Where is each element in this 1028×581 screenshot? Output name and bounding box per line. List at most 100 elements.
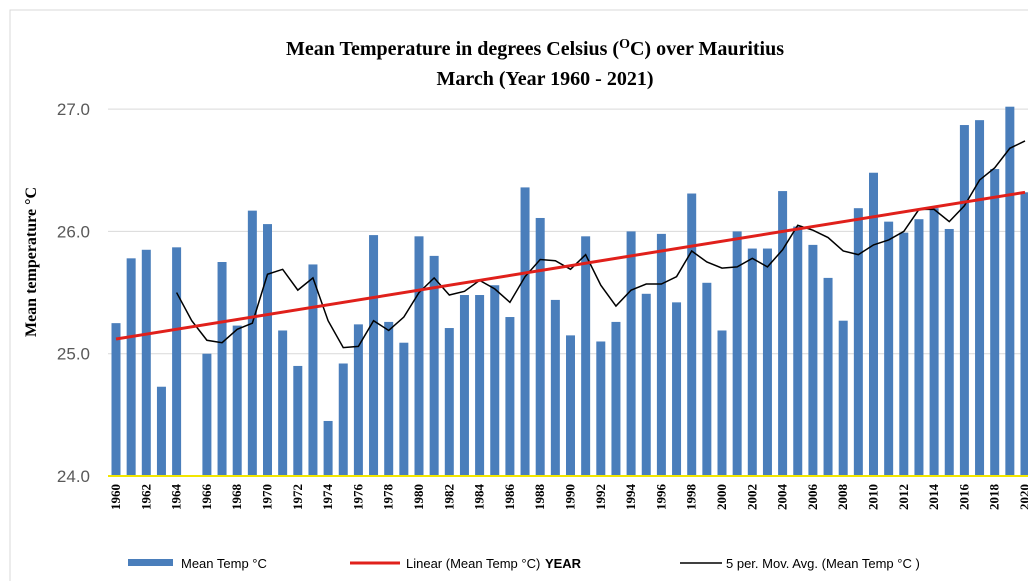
bar	[353, 324, 363, 476]
bar	[990, 169, 1000, 476]
bar	[869, 172, 878, 476]
legend-label: 5 per. Mov. Avg. (Mean Temp °C )	[726, 556, 920, 571]
bar	[308, 264, 318, 476]
y-tick-label: 26.0	[57, 222, 90, 241]
bar	[278, 330, 288, 476]
x-tick-label: 1982	[441, 484, 456, 510]
x-tick-label: 1986	[502, 484, 517, 511]
x-tick-label: 2002	[744, 484, 759, 510]
bar	[172, 247, 182, 476]
bar	[323, 420, 333, 476]
bar	[944, 228, 954, 476]
bar	[369, 235, 379, 476]
bar	[929, 208, 939, 477]
bar	[126, 258, 136, 476]
bar	[414, 236, 424, 476]
x-tick-label: 1962	[138, 484, 153, 510]
x-tick-label: 2004	[775, 484, 790, 511]
bar	[823, 277, 833, 476]
bar	[778, 191, 788, 476]
x-tick-label: 2006	[805, 484, 820, 511]
x-tick-label: 1978	[381, 484, 396, 511]
y-tick-label: 27.0	[57, 100, 90, 119]
bar	[156, 386, 166, 476]
x-tick-label: 2016	[956, 484, 971, 511]
x-tick-label: 1996	[653, 484, 668, 511]
x-tick-label: 1994	[623, 484, 638, 511]
x-tick-label: 1988	[532, 484, 547, 511]
bar	[520, 187, 530, 477]
bar	[459, 295, 469, 476]
y-tick-label: 25.0	[57, 345, 90, 364]
chart-title: Mean Temperature in degrees Celsius (OC)…	[286, 37, 784, 60]
bar	[672, 302, 682, 476]
bar	[641, 293, 651, 476]
bar	[853, 208, 863, 477]
x-tick-label: 1990	[563, 484, 578, 510]
bar	[596, 341, 606, 476]
bar	[384, 321, 394, 476]
legend-label: Linear (Mean Temp °C)	[406, 556, 540, 571]
bar	[884, 221, 894, 476]
x-tick-label: 1972	[290, 484, 305, 510]
bar	[429, 255, 439, 476]
bar	[505, 317, 515, 476]
bar	[762, 248, 772, 476]
x-tick-label: 1976	[350, 484, 365, 511]
x-tick-label: 2014	[926, 484, 941, 511]
bar	[732, 231, 742, 476]
bar	[490, 285, 500, 476]
bar	[808, 244, 818, 476]
bar	[293, 365, 303, 476]
bar	[550, 299, 560, 476]
bar	[247, 210, 257, 476]
x-tick-label: 1984	[472, 484, 487, 511]
x-tick-label: 2018	[987, 483, 1002, 510]
y-tick-label: 24.0	[57, 467, 90, 486]
bar	[581, 236, 591, 476]
title-sup: O	[619, 37, 630, 52]
bar	[626, 231, 636, 476]
bar	[899, 232, 909, 476]
bar	[1020, 192, 1028, 476]
x-tick-label: 2012	[896, 484, 911, 510]
bar	[217, 262, 227, 476]
bar	[975, 120, 985, 477]
legend-label: Mean Temp °C	[181, 556, 267, 571]
bar	[111, 323, 121, 476]
x-tick-label: 1964	[169, 484, 184, 511]
bar	[141, 249, 151, 476]
bar	[202, 353, 212, 476]
title-part: Mean Temperature in degrees Celsius (	[286, 38, 619, 60]
x-tick-label: 1968	[229, 484, 244, 511]
x-axis-label: YEAR	[545, 556, 582, 571]
bar	[232, 325, 242, 476]
bar	[566, 335, 575, 476]
bar	[838, 320, 848, 476]
x-tick-label: 1974	[320, 484, 335, 511]
x-tick-label: 1980	[411, 484, 426, 510]
bar	[263, 224, 272, 476]
bar	[687, 193, 697, 476]
x-tick-label: 1960	[108, 484, 123, 510]
bar	[611, 321, 621, 476]
bar	[399, 342, 409, 476]
title-part: C) over Mauritius	[630, 38, 784, 60]
bar	[656, 233, 666, 476]
x-tick-label: 2008	[835, 484, 850, 511]
trend-line	[115, 190, 1026, 341]
bar	[475, 295, 485, 476]
moving-average-line	[175, 140, 1026, 349]
bar	[793, 226, 803, 476]
chart-subtitle: March (Year 1960 - 2021)	[437, 68, 654, 90]
x-tick-label: 2010	[866, 484, 881, 510]
legend-swatch	[128, 559, 173, 566]
x-tick-label: 1998	[684, 484, 699, 511]
bar	[702, 282, 712, 476]
x-tick-label: 1966	[199, 484, 214, 511]
bar	[717, 330, 727, 476]
y-axis-label: Mean temperature °C	[23, 187, 40, 337]
x-tick-label: 2020	[1017, 484, 1028, 510]
bar	[1005, 106, 1015, 476]
